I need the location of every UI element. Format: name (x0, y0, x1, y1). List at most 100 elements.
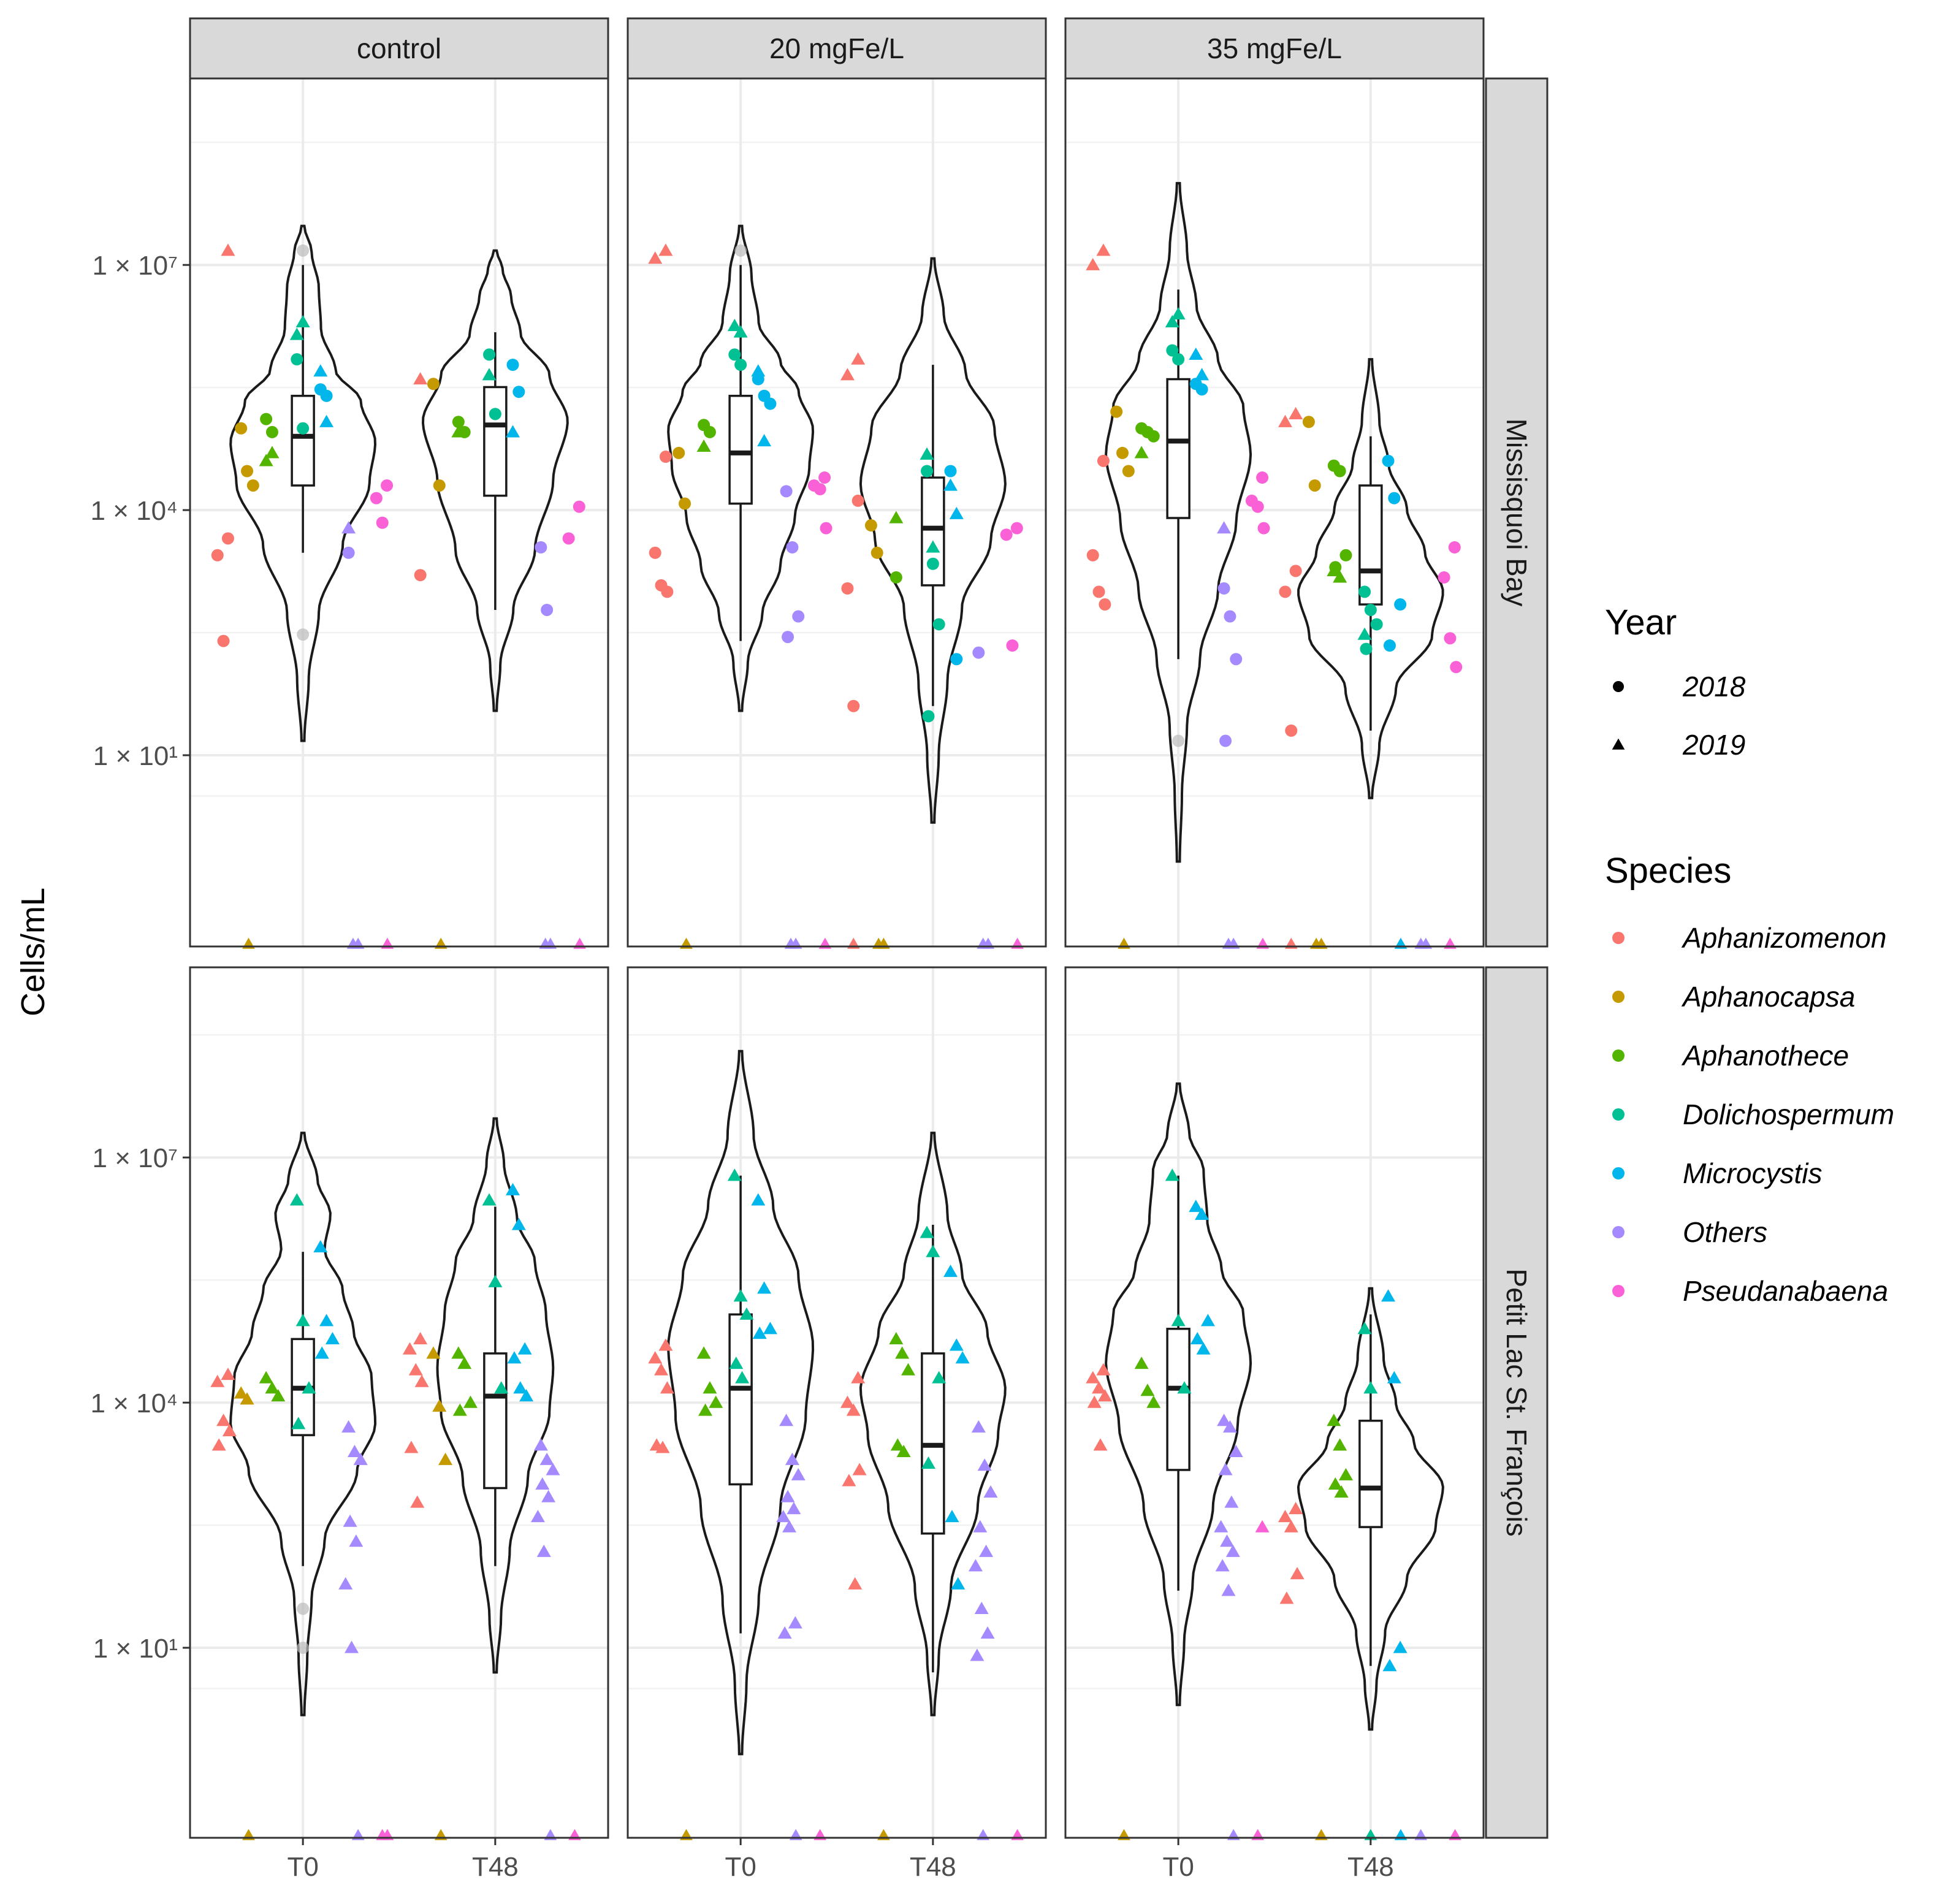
point-others-2019 (971, 1420, 986, 1433)
point-aphanothece-2019 (259, 1371, 273, 1384)
boxplot-T48 (1358, 1419, 1383, 1528)
point-others-2019 (980, 1626, 995, 1639)
point-others-2019 (1214, 1520, 1229, 1533)
point-dolichospermum-2019 (727, 1168, 742, 1181)
point-microcystis-2018 (512, 386, 525, 398)
point-aphanothece-2019 (1334, 1485, 1349, 1498)
point-aphanizomenon-2019 (410, 1495, 425, 1508)
point-microcystis-2019 (751, 1193, 766, 1206)
point-microcystis-2018 (1394, 598, 1407, 611)
point-aphanizomenon-2018 (1097, 454, 1110, 467)
point-aphanothece-2019 (1327, 563, 1341, 576)
point-dolichospermum-2019 (733, 1289, 748, 1302)
point-dolichospermum-2018 (728, 348, 741, 361)
point-dolichospermum-2019 (1177, 1381, 1192, 1394)
strip-label: 20 mgFe/L (769, 32, 904, 64)
point-aphanizomenon-2019 (402, 1342, 417, 1355)
point-others-2019 (345, 1640, 359, 1653)
point-microcystis-2018 (950, 653, 963, 666)
point-aphanizomenon-2018 (211, 549, 224, 562)
axes: 1 × 10¹ 1 × 10⁴ 1 × 10⁷ 1 × 10¹ 1 × 10⁴ 1 × 1… (15, 251, 1394, 1882)
point-pseudanabaena-2018 (1438, 571, 1450, 584)
point-microcystis-2018 (1195, 383, 1208, 396)
point-others-2019 (791, 1468, 806, 1480)
point-others-2019 (536, 1544, 551, 1557)
point-aphanothece-2018 (260, 413, 273, 425)
point-microcystis-2019 (949, 506, 964, 519)
point-microcystis-2019 (955, 1351, 970, 1364)
point-dolichospermum-2019 (1363, 1381, 1378, 1394)
point-aphanothece-2018 (265, 425, 278, 438)
panel-background (190, 78, 608, 946)
point-aphanothece-2019 (1327, 1414, 1341, 1426)
y-axis-title: Cells/mL (15, 888, 51, 1016)
outlier-point (297, 244, 310, 257)
point-aphanocapsa-2018 (1302, 416, 1315, 428)
y-tick-label: 1 × 10¹ (93, 741, 178, 771)
point-microcystis-2019 (943, 1265, 958, 1278)
point-dolichospermum-2018 (922, 710, 935, 723)
point-aphanizomenon-2018 (217, 634, 230, 647)
point-aphanizomenon-2019 (210, 1374, 225, 1387)
point-others-2019 (968, 1559, 983, 1572)
point-aphanizomenon-2018 (1086, 549, 1099, 562)
legend-year-label: 2018 (1682, 671, 1746, 703)
point-aphanothece-2019 (1328, 1477, 1343, 1490)
point-dolichospermum-2019 (733, 325, 748, 338)
point-pseudanabaena-2018 (376, 516, 389, 529)
point-microcystis-2019 (513, 1381, 528, 1394)
strip-background (1485, 966, 1549, 1839)
point-dolichospermum-2018 (1364, 603, 1377, 616)
point-others-2018 (972, 646, 985, 659)
boxplot-T0 (728, 1313, 753, 1486)
point-microcystis-2019 (1382, 1659, 1397, 1672)
boxplot-T0 (728, 395, 753, 505)
boxplot-T0 (1166, 1327, 1190, 1471)
point-aphanocapsa-2018 (241, 465, 254, 478)
point-others-2018 (1219, 734, 1232, 747)
point-microcystis-2019 (1190, 1331, 1205, 1344)
point-aphanothece-2019 (901, 1363, 915, 1376)
point-aphanothece-2019 (698, 1403, 713, 1416)
point-microcystis-2018 (1388, 492, 1401, 505)
point-microcystis-2019 (1195, 1207, 1209, 1220)
point-microcystis-2019 (319, 414, 334, 427)
point-aphanocapsa-2018 (672, 446, 685, 459)
point-dolichospermum-2019 (920, 447, 934, 460)
point-aphanothece-2019 (457, 1356, 472, 1369)
point-aphanocapsa-2018 (1116, 446, 1129, 459)
violin-T48 (859, 257, 1007, 824)
point-others-2019 (787, 1502, 801, 1515)
point-others-2018 (541, 603, 554, 616)
point-dolichospermum-2019 (291, 1417, 306, 1430)
point-dolichospermum-2018 (1370, 618, 1383, 631)
point-aphanothece-2019 (1333, 1438, 1347, 1451)
point-dolichospermum-2019 (482, 1193, 497, 1206)
point-others-2019 (779, 1414, 794, 1426)
point-aphanizomenon-2019 (842, 1474, 856, 1487)
point-microcystis-2019 (945, 1509, 959, 1523)
point-microcystis-2018 (944, 465, 957, 478)
strip-col-1: 20 mgFe/L (627, 17, 1047, 80)
panel-r0-c0 (189, 77, 609, 949)
outlier-point (297, 1642, 310, 1654)
point-microcystis-2019 (519, 1389, 534, 1402)
point-microcystis-2018 (764, 397, 777, 410)
strip-label: control (357, 32, 441, 64)
point-pseudanabaena-2018 (370, 492, 383, 505)
point-microcystis-2019 (1381, 1289, 1396, 1302)
point-aphanocapsa-2018 (433, 479, 446, 492)
point-dolichospermum-2019 (920, 1225, 934, 1238)
legend-species-swatch (1612, 1285, 1625, 1297)
point-aphanizomenon-2019 (1097, 1389, 1112, 1402)
point-others-2019 (349, 1534, 364, 1547)
point-dolichospermum-2019 (494, 1381, 509, 1394)
point-microcystis-2018 (1383, 639, 1396, 652)
point-aphanothece-2019 (259, 454, 273, 466)
point-pseudanabaena-2018 (1251, 500, 1264, 513)
boxplot-T0 (291, 395, 315, 487)
point-dolichospermum-2019 (1357, 627, 1372, 640)
legend-triangle-icon (1612, 738, 1625, 750)
